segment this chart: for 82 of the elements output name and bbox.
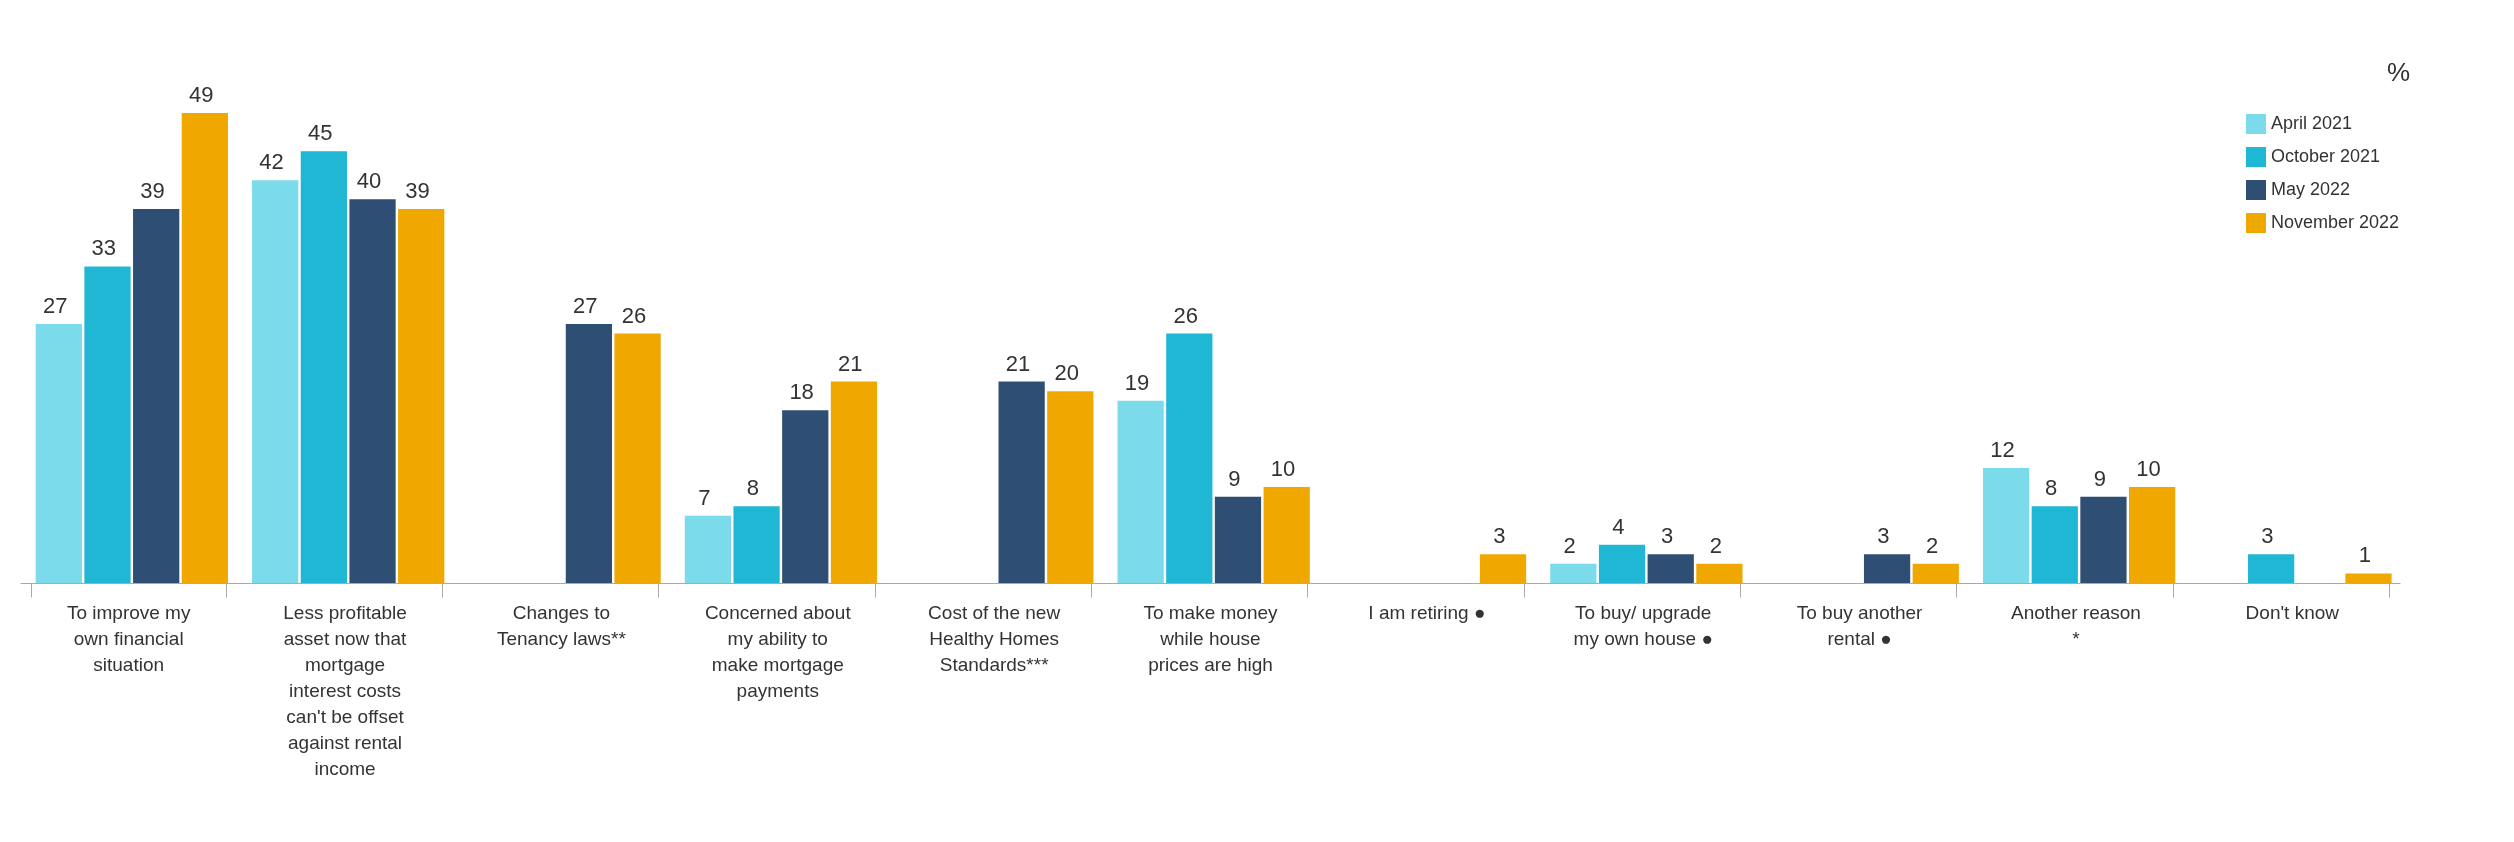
bar <box>2031 506 2078 583</box>
data-label: 8 <box>2044 475 2058 501</box>
bar <box>614 333 661 583</box>
bar <box>1696 563 1743 583</box>
bar <box>35 324 82 583</box>
bar <box>2129 487 2176 583</box>
data-label: 3 <box>1493 523 1506 549</box>
bar <box>1479 554 1527 583</box>
data-label: 39 <box>140 177 165 203</box>
data-label: 45 <box>307 120 333 146</box>
x-tick-label: Cost of the new Healthy Homes Standards*** <box>928 601 1061 675</box>
x-tick-label: Concerned about my ability to make mortgage payments <box>704 601 852 701</box>
bar <box>2080 496 2127 583</box>
bar <box>1047 391 1094 583</box>
x-tick-label: Less profitable asset now that mortgage interest costs can't be offset against rental income <box>283 601 408 779</box>
x-tick-label: To buy/ upgrade my own house ● <box>1573 601 1713 649</box>
data-label: 10 <box>1270 456 1296 482</box>
bar <box>133 208 180 583</box>
bar <box>1166 333 1213 583</box>
text: % <box>2386 57 2410 87</box>
data-label: 49 <box>188 82 214 107</box>
data-label: 21 <box>838 350 863 376</box>
data-label: 2 <box>1709 532 1722 558</box>
data-label: 2 <box>1563 532 1576 558</box>
data-label: 42 <box>259 149 284 175</box>
legend-label: November 2022 <box>2271 212 2400 232</box>
data-label: 18 <box>789 379 814 405</box>
x-tick-label: Another reason * <box>2010 601 2141 649</box>
data-label: 27 <box>573 293 598 319</box>
bar <box>1647 554 1694 583</box>
data-label: 3 <box>1877 523 1890 549</box>
bar <box>1912 563 1959 583</box>
legend-label: April 2021 <box>2271 113 2353 133</box>
x-tick-label: Don't know <box>2245 601 2340 623</box>
data-label: 26 <box>1173 302 1198 328</box>
bar <box>2345 573 2392 583</box>
data-label: 19 <box>1124 369 1150 395</box>
bar <box>2248 554 2295 583</box>
x-tick-label: To make money while house prices are high <box>1143 601 1279 675</box>
data-label: 4 <box>1612 513 1625 539</box>
data-label: 2 <box>1925 532 1939 558</box>
data-label: 1 <box>2358 542 2371 568</box>
bar <box>1117 400 1164 583</box>
data-label: 8 <box>746 475 760 501</box>
bar <box>565 324 613 583</box>
bar <box>684 515 732 583</box>
data-label: 12 <box>1990 436 2015 462</box>
bar <box>1982 467 2030 583</box>
bar <box>733 506 780 583</box>
bar <box>1598 544 1646 583</box>
data-label: 7 <box>698 484 711 510</box>
bar <box>1863 554 1911 583</box>
data-label: 27 <box>42 293 68 319</box>
bar <box>181 113 228 583</box>
legend-label: October 2021 <box>2271 146 2381 166</box>
data-label: 3 <box>2261 523 2274 549</box>
x-tick-label: To buy another rental ● <box>1796 601 1924 649</box>
data-label: 21 <box>1005 350 1031 376</box>
data-label: 40 <box>356 168 382 194</box>
data-label: 26 <box>621 302 647 328</box>
data-label: 33 <box>91 235 117 261</box>
bar <box>398 208 445 583</box>
data-label: 20 <box>1054 360 1079 386</box>
data-label: 10 <box>2136 456 2161 482</box>
bar <box>84 266 131 583</box>
data-label: 3 <box>1660 523 1674 549</box>
bar <box>830 381 878 583</box>
data-label: 9 <box>2093 465 2106 491</box>
bar <box>1263 487 1310 583</box>
bar <box>252 180 299 583</box>
data-label: 39 <box>405 177 430 203</box>
bar <box>1214 496 1262 583</box>
bar <box>1550 563 1597 583</box>
bar <box>782 410 829 583</box>
legend-label: May 2022 <box>2271 179 2351 199</box>
bar <box>349 199 396 583</box>
bar <box>998 381 1045 583</box>
data-label: 9 <box>1228 465 1241 491</box>
x-tick-label: Changes to Tenancy laws** <box>496 601 627 649</box>
bar <box>300 151 347 583</box>
x-tick-label: To improve my own financial situation <box>66 601 191 675</box>
x-tick-label: I am retiring ● <box>1368 601 1486 623</box>
